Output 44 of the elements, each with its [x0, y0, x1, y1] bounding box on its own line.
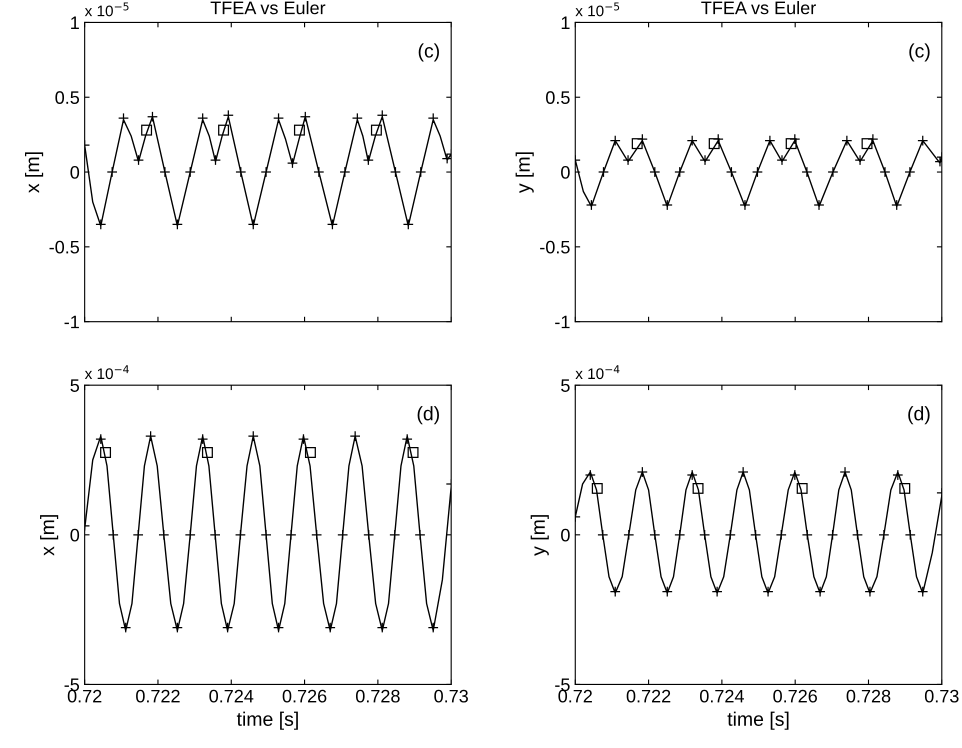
y-tick-label: 5: [561, 379, 570, 392]
y-axis-title: y [m]: [530, 515, 549, 556]
x-tick-label: 0.722: [136, 690, 180, 703]
y-tick-label: 0.5: [55, 91, 80, 104]
y-tick-label: 0.5: [546, 91, 570, 104]
y-axis-title: x [m]: [25, 152, 44, 193]
x-axis-title: time [s]: [236, 712, 298, 730]
text: x 10$^{−5}$: [575, 2, 620, 16]
y-tick-label: -0.5: [49, 240, 80, 254]
chart-title: TFEA vs Euler: [701, 1, 816, 14]
x-tick-label: 0.72: [558, 690, 592, 703]
text: x 10$^{−5}$: [84, 2, 129, 16]
text: x 10$^{−4}$: [84, 365, 129, 380]
annotation: (d): [418, 406, 439, 424]
y-tick-label: 1: [71, 16, 79, 29]
y-tick-label: 0: [70, 528, 80, 542]
y-tick-label: 0: [70, 166, 80, 179]
annotation: (c): [418, 43, 439, 62]
y-axis-title: x [m]: [40, 515, 58, 556]
x-tick-label: 0.724: [700, 690, 744, 703]
y-tick-label: 0: [561, 166, 570, 179]
x-tick-label: 0.73: [924, 690, 959, 703]
x-tick-label: 0.726: [773, 690, 817, 703]
x-axis-title: time [s]: [728, 712, 788, 730]
x-tick-label: 0.72: [68, 690, 102, 703]
text: x 10$^{−4}$: [575, 365, 620, 380]
y-tick-label: 1: [562, 16, 570, 29]
x-tick-label: 0.724: [209, 690, 254, 703]
y-tick-label: 0: [561, 528, 570, 542]
x-tick-label: 0.728: [356, 690, 400, 703]
x-tick-label: 0.728: [846, 690, 890, 703]
annotation: (d): [908, 406, 930, 424]
annotation: (c): [909, 43, 930, 62]
chart-title: TFEA vs Euler: [210, 1, 326, 14]
x-tick-label: 0.73: [434, 690, 468, 703]
y-tick-label: -1: [555, 316, 570, 328]
y-tick-label: -5: [64, 678, 80, 692]
y-axis-title: y [m]: [516, 152, 534, 194]
x-tick-label: 0.726: [282, 690, 326, 703]
y-tick-label: -5: [555, 678, 570, 692]
y-tick-label: 5: [70, 379, 80, 392]
y-tick-label: -1: [64, 316, 79, 328]
y-tick-label: -0.5: [540, 240, 570, 254]
x-tick-label: 0.722: [626, 690, 670, 703]
